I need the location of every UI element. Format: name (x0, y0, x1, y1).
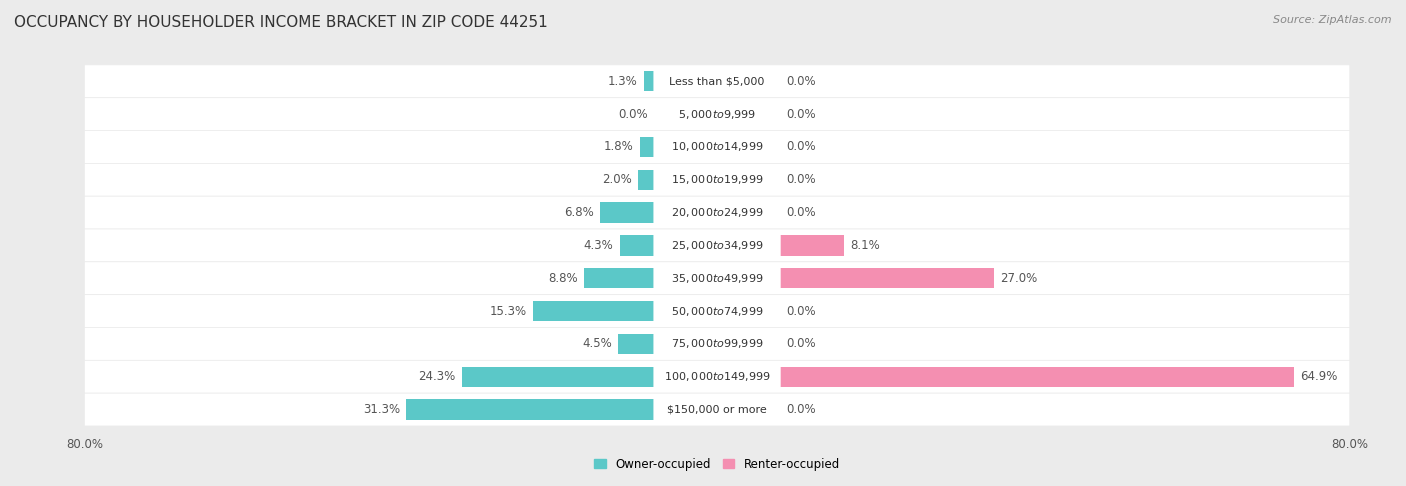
Text: 0.0%: 0.0% (787, 75, 817, 88)
FancyBboxPatch shape (654, 201, 780, 225)
Bar (619, 334, 654, 354)
Text: 2.0%: 2.0% (602, 174, 631, 186)
Text: OCCUPANCY BY HOUSEHOLDER INCOME BRACKET IN ZIP CODE 44251: OCCUPANCY BY HOUSEHOLDER INCOME BRACKET … (14, 15, 548, 30)
Text: 1.3%: 1.3% (607, 75, 637, 88)
Bar (640, 137, 654, 157)
Text: 4.3%: 4.3% (583, 239, 613, 252)
FancyBboxPatch shape (84, 393, 1350, 426)
Bar (780, 366, 1294, 387)
FancyBboxPatch shape (84, 65, 1350, 98)
FancyBboxPatch shape (654, 332, 780, 356)
Text: $75,000 to $99,999: $75,000 to $99,999 (671, 337, 763, 350)
Bar (780, 235, 845, 256)
FancyBboxPatch shape (654, 168, 780, 191)
Bar (620, 235, 654, 256)
FancyBboxPatch shape (654, 365, 780, 388)
FancyBboxPatch shape (654, 266, 780, 290)
Text: $15,000 to $19,999: $15,000 to $19,999 (671, 174, 763, 186)
Text: 0.0%: 0.0% (787, 403, 817, 416)
Bar (644, 71, 654, 91)
FancyBboxPatch shape (84, 328, 1350, 360)
FancyBboxPatch shape (84, 360, 1350, 393)
Bar (600, 203, 654, 223)
Text: 0.0%: 0.0% (787, 140, 817, 154)
FancyBboxPatch shape (84, 131, 1350, 163)
FancyBboxPatch shape (654, 234, 780, 257)
Text: 24.3%: 24.3% (418, 370, 456, 383)
Text: $35,000 to $49,999: $35,000 to $49,999 (671, 272, 763, 285)
Bar (533, 301, 654, 321)
FancyBboxPatch shape (84, 262, 1350, 295)
Legend: Owner-occupied, Renter-occupied: Owner-occupied, Renter-occupied (589, 453, 845, 475)
FancyBboxPatch shape (654, 398, 780, 421)
Text: 0.0%: 0.0% (787, 107, 817, 121)
Text: $10,000 to $14,999: $10,000 to $14,999 (671, 140, 763, 154)
FancyBboxPatch shape (84, 196, 1350, 229)
Bar (638, 170, 654, 190)
FancyBboxPatch shape (84, 163, 1350, 196)
Bar (406, 399, 654, 420)
Text: 1.8%: 1.8% (603, 140, 633, 154)
Text: 8.8%: 8.8% (548, 272, 578, 285)
FancyBboxPatch shape (654, 69, 780, 93)
Bar (461, 366, 654, 387)
Text: 0.0%: 0.0% (787, 174, 817, 186)
Text: 64.9%: 64.9% (1301, 370, 1337, 383)
FancyBboxPatch shape (654, 135, 780, 159)
FancyBboxPatch shape (654, 299, 780, 323)
Bar (780, 268, 994, 288)
Text: $50,000 to $74,999: $50,000 to $74,999 (671, 305, 763, 317)
Text: 27.0%: 27.0% (1000, 272, 1038, 285)
Text: 31.3%: 31.3% (363, 403, 399, 416)
Text: $5,000 to $9,999: $5,000 to $9,999 (678, 107, 756, 121)
Text: 0.0%: 0.0% (787, 337, 817, 350)
Text: $100,000 to $149,999: $100,000 to $149,999 (664, 370, 770, 383)
Text: 15.3%: 15.3% (489, 305, 526, 317)
FancyBboxPatch shape (654, 103, 780, 126)
Text: Source: ZipAtlas.com: Source: ZipAtlas.com (1274, 15, 1392, 25)
Text: 8.1%: 8.1% (851, 239, 880, 252)
Text: 0.0%: 0.0% (787, 206, 817, 219)
FancyBboxPatch shape (84, 229, 1350, 262)
Text: $150,000 or more: $150,000 or more (668, 404, 766, 415)
FancyBboxPatch shape (84, 98, 1350, 131)
Text: 0.0%: 0.0% (617, 107, 648, 121)
Bar (585, 268, 654, 288)
Text: $25,000 to $34,999: $25,000 to $34,999 (671, 239, 763, 252)
Text: 6.8%: 6.8% (564, 206, 593, 219)
Text: $20,000 to $24,999: $20,000 to $24,999 (671, 206, 763, 219)
Text: 4.5%: 4.5% (582, 337, 612, 350)
Text: Less than $5,000: Less than $5,000 (669, 76, 765, 87)
FancyBboxPatch shape (84, 295, 1350, 328)
Text: 0.0%: 0.0% (787, 305, 817, 317)
